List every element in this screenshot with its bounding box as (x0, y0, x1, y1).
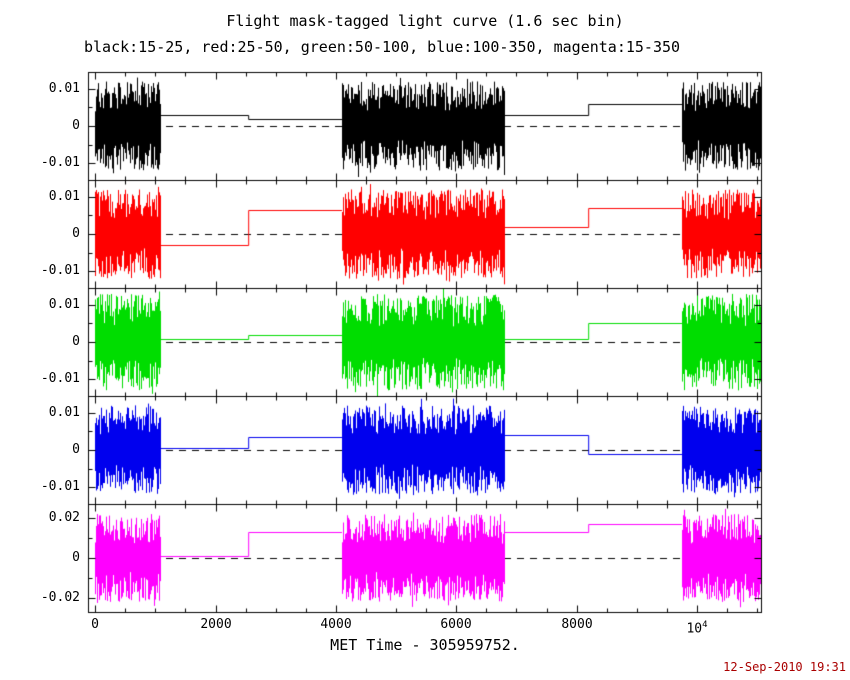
plot-timestamp: 12-Sep-2010 19:31 (723, 660, 846, 674)
chart-subtitle-legend: black:15-25, red:25-50, green:50-100, bl… (84, 38, 681, 56)
chart-title: Flight mask-tagged light curve (1.6 sec … (226, 12, 624, 30)
x-axis-label: MET Time - 305959752. (330, 636, 520, 654)
